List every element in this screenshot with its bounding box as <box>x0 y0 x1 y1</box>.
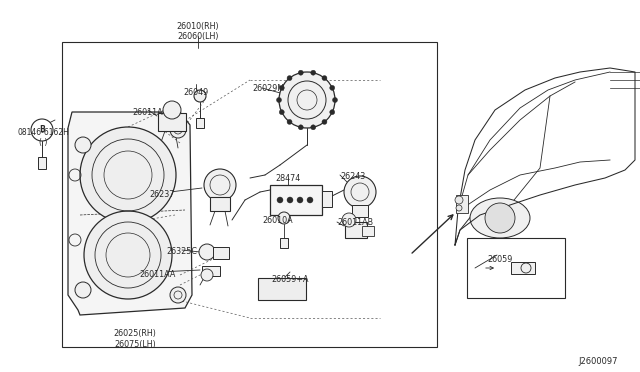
Circle shape <box>170 287 186 303</box>
Circle shape <box>163 101 181 119</box>
Text: 26011AA: 26011AA <box>140 270 176 279</box>
Circle shape <box>194 90 206 102</box>
Circle shape <box>485 203 515 233</box>
Text: 26010A: 26010A <box>262 216 293 225</box>
Circle shape <box>322 76 327 81</box>
Circle shape <box>330 85 335 90</box>
Circle shape <box>287 119 292 124</box>
Bar <box>258 278 306 300</box>
Polygon shape <box>68 112 192 315</box>
Text: 08146-6162H: 08146-6162H <box>17 128 69 137</box>
Circle shape <box>170 122 186 138</box>
Circle shape <box>201 269 213 281</box>
Circle shape <box>344 176 376 208</box>
Text: 26075(LH): 26075(LH) <box>114 340 156 349</box>
Circle shape <box>455 196 463 204</box>
Circle shape <box>307 197 313 203</box>
Text: 26325C: 26325C <box>166 247 198 256</box>
Bar <box>270 185 322 215</box>
Circle shape <box>31 119 53 141</box>
Text: J2600097: J2600097 <box>579 357 618 366</box>
Text: 26010(RH): 26010(RH) <box>177 22 220 31</box>
Circle shape <box>75 282 91 298</box>
Circle shape <box>279 110 284 115</box>
Circle shape <box>84 211 172 299</box>
Circle shape <box>75 137 91 153</box>
Circle shape <box>456 205 462 211</box>
Bar <box>38 157 46 169</box>
Bar <box>322 191 332 207</box>
Text: 26025(RH): 26025(RH) <box>113 329 156 338</box>
Circle shape <box>333 97 337 103</box>
Text: 26011A: 26011A <box>132 108 163 117</box>
Circle shape <box>322 119 327 124</box>
Bar <box>62 42 437 347</box>
Bar <box>158 113 186 131</box>
Text: 26243: 26243 <box>340 172 365 181</box>
Text: ( ): ( ) <box>39 138 47 147</box>
Bar <box>210 197 230 211</box>
Text: 26011AB: 26011AB <box>337 218 373 227</box>
Bar <box>345 222 367 238</box>
Text: 26059: 26059 <box>487 255 513 264</box>
Circle shape <box>342 213 356 227</box>
Circle shape <box>279 72 335 128</box>
Bar <box>352 205 368 217</box>
Text: 26059+A: 26059+A <box>271 275 308 284</box>
Bar <box>362 226 374 236</box>
Circle shape <box>330 110 335 115</box>
Bar <box>467 238 565 298</box>
Circle shape <box>311 125 316 130</box>
Circle shape <box>279 85 284 90</box>
Bar <box>213 247 229 259</box>
Bar <box>202 266 220 276</box>
Text: 26060(LH): 26060(LH) <box>177 32 219 41</box>
Circle shape <box>297 197 303 203</box>
Text: 28474: 28474 <box>275 174 301 183</box>
Circle shape <box>276 97 282 103</box>
Text: 26049: 26049 <box>184 88 209 97</box>
Text: 26029M: 26029M <box>252 84 284 93</box>
Circle shape <box>278 212 290 224</box>
Bar <box>280 238 288 248</box>
Circle shape <box>204 169 236 201</box>
Text: 26237: 26237 <box>149 190 175 199</box>
Bar <box>511 262 535 274</box>
Bar <box>456 195 468 213</box>
Circle shape <box>298 70 303 75</box>
Text: B: B <box>39 125 45 135</box>
Ellipse shape <box>470 198 530 238</box>
Circle shape <box>287 197 293 203</box>
Bar <box>196 118 204 128</box>
Circle shape <box>80 127 176 223</box>
Circle shape <box>199 244 215 260</box>
Circle shape <box>311 70 316 75</box>
Circle shape <box>521 263 531 273</box>
Circle shape <box>277 197 283 203</box>
Circle shape <box>298 125 303 130</box>
Circle shape <box>287 76 292 81</box>
